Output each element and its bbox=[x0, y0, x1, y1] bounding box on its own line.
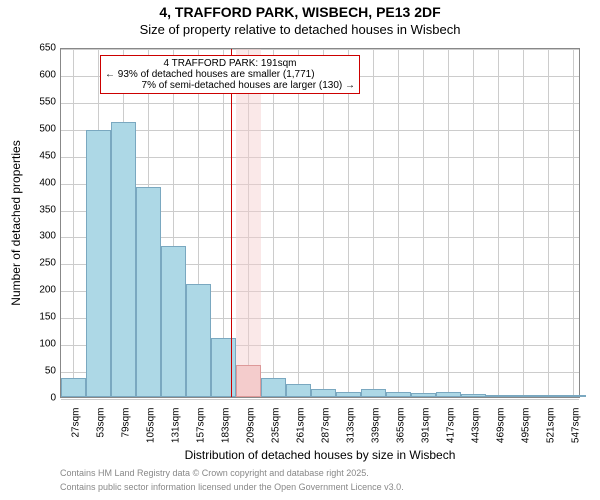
histogram-bar bbox=[411, 393, 436, 397]
x-tick-label: 53sqm bbox=[96, 408, 107, 438]
x-tick-label: 339sqm bbox=[371, 408, 382, 444]
histogram-bar bbox=[236, 365, 261, 397]
y-tick-label: 300 bbox=[16, 231, 56, 242]
x-tick-label: 417sqm bbox=[446, 408, 457, 444]
gridline-horizontal bbox=[61, 49, 579, 50]
y-axis-label: Number of detached properties bbox=[9, 140, 23, 305]
gridline-vertical bbox=[523, 49, 524, 397]
x-tick-label: 105sqm bbox=[146, 408, 157, 444]
histogram-bar bbox=[361, 389, 386, 397]
histogram-bar bbox=[286, 384, 311, 397]
highlight-band bbox=[236, 49, 261, 397]
y-tick-label: 250 bbox=[16, 258, 56, 269]
x-tick-label: 79sqm bbox=[121, 408, 132, 438]
x-tick-label: 157sqm bbox=[196, 408, 207, 444]
histogram-bar bbox=[186, 284, 211, 397]
x-tick-label: 365sqm bbox=[396, 408, 407, 444]
gridline-vertical bbox=[548, 49, 549, 397]
x-tick-label: 521sqm bbox=[546, 408, 557, 444]
histogram-bar bbox=[536, 395, 561, 397]
x-tick-label: 209sqm bbox=[246, 408, 257, 444]
gridline-vertical bbox=[73, 49, 74, 397]
x-tick-label: 443sqm bbox=[471, 408, 482, 444]
gridline-vertical bbox=[448, 49, 449, 397]
annotation-line: ← 93% of detached houses are smaller (1,… bbox=[105, 69, 355, 80]
chart-subtitle: Size of property relative to detached ho… bbox=[0, 22, 600, 37]
gridline-horizontal bbox=[61, 103, 579, 104]
chart-title: 4, TRAFFORD PARK, WISBECH, PE13 2DF bbox=[0, 4, 600, 20]
x-tick-label: 391sqm bbox=[421, 408, 432, 444]
gridline-horizontal bbox=[61, 157, 579, 158]
histogram-bar bbox=[261, 378, 286, 397]
x-tick-label: 235sqm bbox=[271, 408, 282, 444]
histogram-bar bbox=[61, 378, 86, 397]
x-tick-label: 261sqm bbox=[296, 408, 307, 444]
histogram-bar bbox=[486, 395, 511, 397]
plot-area bbox=[60, 48, 580, 398]
y-tick-label: 400 bbox=[16, 177, 56, 188]
y-tick-label: 200 bbox=[16, 285, 56, 296]
x-tick-label: 287sqm bbox=[321, 408, 332, 444]
y-tick-label: 550 bbox=[16, 96, 56, 107]
x-tick-label: 131sqm bbox=[171, 408, 182, 444]
y-tick-label: 0 bbox=[16, 393, 56, 404]
y-tick-label: 450 bbox=[16, 150, 56, 161]
gridline-vertical bbox=[348, 49, 349, 397]
histogram-bar bbox=[386, 392, 411, 397]
gridline-vertical bbox=[573, 49, 574, 397]
x-axis-label: Distribution of detached houses by size … bbox=[60, 448, 580, 462]
x-tick-label: 547sqm bbox=[571, 408, 582, 444]
histogram-bar bbox=[136, 187, 161, 397]
histogram-bar bbox=[211, 338, 236, 397]
y-tick-label: 500 bbox=[16, 123, 56, 134]
gridline-horizontal bbox=[61, 184, 579, 185]
histogram-bar bbox=[436, 392, 461, 397]
gridline-vertical bbox=[298, 49, 299, 397]
annotation-line: 7% of semi-detached houses are larger (1… bbox=[105, 80, 355, 91]
histogram-bar bbox=[111, 122, 136, 397]
x-tick-label: 183sqm bbox=[221, 408, 232, 444]
histogram-bar bbox=[336, 392, 361, 397]
histogram-bar bbox=[461, 394, 486, 397]
attribution-line-2: Contains public sector information licen… bbox=[60, 482, 404, 492]
x-tick-label: 313sqm bbox=[346, 408, 357, 444]
x-tick-label: 495sqm bbox=[521, 408, 532, 444]
y-tick-label: 600 bbox=[16, 69, 56, 80]
y-tick-label: 50 bbox=[16, 366, 56, 377]
x-tick-label: 27sqm bbox=[71, 408, 82, 438]
x-tick-label: 469sqm bbox=[496, 408, 507, 444]
histogram-bar bbox=[311, 389, 336, 397]
y-tick-label: 350 bbox=[16, 204, 56, 215]
chart-container: 4, TRAFFORD PARK, WISBECH, PE13 2DF Size… bbox=[0, 0, 600, 500]
gridline-horizontal bbox=[61, 130, 579, 131]
histogram-bar bbox=[161, 246, 186, 397]
gridline-vertical bbox=[498, 49, 499, 397]
histogram-bar bbox=[86, 130, 111, 397]
gridline-vertical bbox=[473, 49, 474, 397]
gridline-vertical bbox=[373, 49, 374, 397]
reference-line bbox=[231, 49, 232, 397]
histogram-bar bbox=[511, 395, 536, 397]
gridline-vertical bbox=[273, 49, 274, 397]
gridline-vertical bbox=[323, 49, 324, 397]
annotation-box: 4 TRAFFORD PARK: 191sqm← 93% of detached… bbox=[100, 55, 360, 94]
gridline-vertical bbox=[423, 49, 424, 397]
gridline-horizontal bbox=[61, 399, 579, 400]
attribution-line-1: Contains HM Land Registry data © Crown c… bbox=[60, 468, 369, 478]
y-tick-label: 650 bbox=[16, 43, 56, 54]
y-tick-label: 150 bbox=[16, 312, 56, 323]
y-tick-label: 100 bbox=[16, 339, 56, 350]
histogram-bar bbox=[561, 395, 586, 397]
gridline-vertical bbox=[398, 49, 399, 397]
annotation-line: 4 TRAFFORD PARK: 191sqm bbox=[105, 58, 355, 69]
